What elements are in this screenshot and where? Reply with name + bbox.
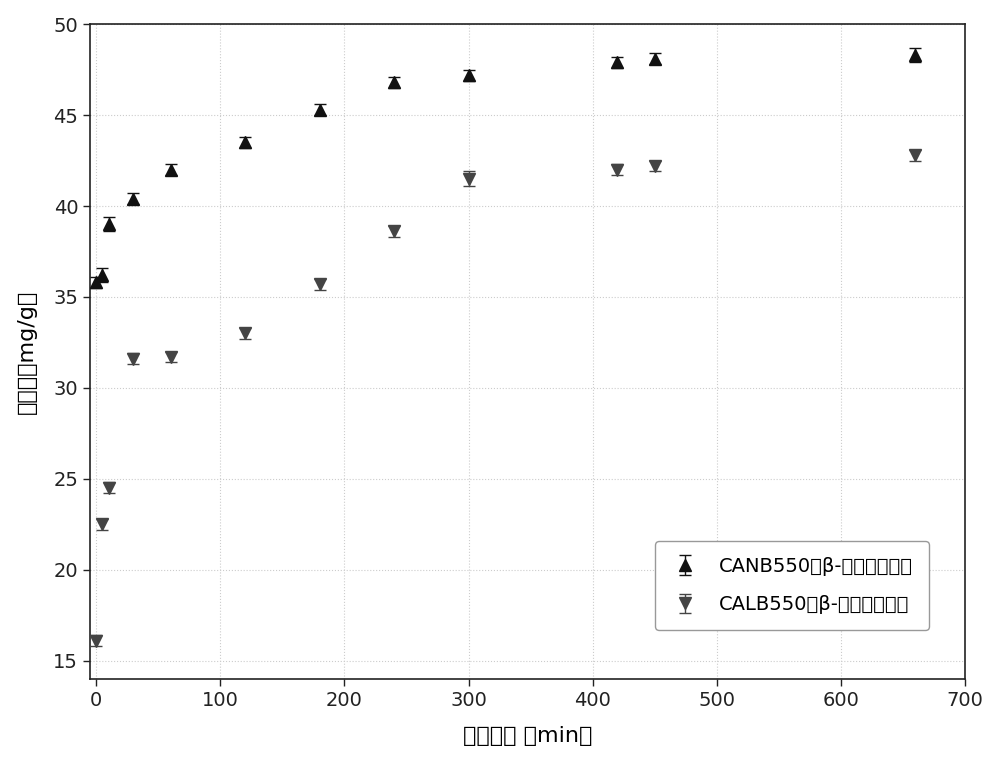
- Legend: CANB550对β-硫丹的吸附量, CALB550对β-硫丹的吸附量: CANB550对β-硫丹的吸附量, CALB550对β-硫丹的吸附量: [655, 541, 929, 630]
- X-axis label: 平衡时间 （min）: 平衡时间 （min）: [463, 726, 592, 746]
- Y-axis label: 吸附量（mg/g）: 吸附量（mg/g）: [17, 289, 37, 414]
